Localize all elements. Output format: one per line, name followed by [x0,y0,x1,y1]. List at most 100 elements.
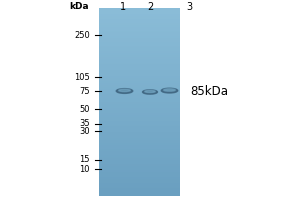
Ellipse shape [164,89,175,91]
Bar [99,110,180,111]
Bar [99,181,180,183]
Bar [99,81,180,83]
Bar [99,104,180,106]
Bar [99,173,180,175]
Ellipse shape [145,90,155,93]
Bar [99,38,180,40]
Bar [99,51,180,53]
Bar [99,19,180,21]
Ellipse shape [161,88,178,93]
Bar [99,87,180,89]
Bar [99,134,180,136]
Text: 30: 30 [80,127,90,136]
Bar [99,100,180,102]
Bar [99,42,180,44]
Text: 75: 75 [80,87,90,96]
Bar [99,123,180,125]
Bar [99,158,180,160]
Bar [99,46,180,47]
Bar [99,108,180,110]
Bar [99,149,180,151]
Bar [99,111,180,113]
Bar [99,113,180,115]
Text: 10: 10 [80,164,90,173]
Bar [99,166,180,168]
Bar [99,32,180,34]
Bar [99,31,180,32]
Bar [99,96,180,98]
Bar [99,140,180,141]
Bar [99,192,180,194]
Bar [99,34,180,36]
Bar [99,115,180,117]
Bar [99,117,180,119]
Bar [99,53,180,55]
Bar [99,93,180,94]
Bar [99,55,180,57]
Bar [99,83,180,85]
Bar [99,70,180,72]
Bar [99,25,180,27]
Bar [99,10,180,12]
Bar [99,179,180,181]
Bar [99,177,180,179]
Bar [99,128,180,130]
Text: 15: 15 [80,156,90,164]
Bar [99,66,180,68]
Ellipse shape [119,89,130,92]
Bar [99,136,180,138]
Bar [99,141,180,143]
Bar [99,72,180,74]
Bar [99,14,180,16]
Bar [99,91,180,93]
Bar [99,49,180,51]
Bar [99,17,180,19]
Text: 105: 105 [74,72,90,82]
Bar [99,21,180,23]
Bar [99,94,180,96]
Bar [99,160,180,162]
Bar [99,188,180,190]
Bar [99,40,180,42]
Bar [99,63,180,64]
Bar [99,175,180,177]
Bar [99,29,180,31]
Bar [99,143,180,145]
Bar [99,126,180,128]
Text: 250: 250 [74,30,90,40]
Bar [99,119,180,121]
Bar [99,79,180,81]
Bar [99,44,180,46]
Text: 1: 1 [120,2,126,12]
Bar [99,132,180,134]
Bar [99,185,180,187]
Bar [99,164,180,166]
Bar [99,74,180,76]
Text: 35: 35 [80,119,90,129]
Bar [99,125,180,126]
Bar [99,172,180,173]
Bar [99,85,180,87]
Bar [99,145,180,147]
Text: 2: 2 [147,2,153,12]
Bar [99,147,180,149]
Bar [99,16,180,17]
Bar [99,106,180,108]
Text: 50: 50 [80,105,90,114]
Text: kDa: kDa [70,2,89,11]
Bar [99,57,180,59]
Bar [99,157,180,158]
Bar [99,98,180,100]
Bar [99,89,180,91]
Bar [99,12,180,14]
Bar [99,68,180,70]
Bar [99,76,180,78]
Bar [99,151,180,153]
Bar [99,138,180,140]
Ellipse shape [116,89,133,93]
Bar [99,183,180,185]
Bar [99,155,180,157]
Bar [99,170,180,172]
Bar [99,102,180,104]
Bar [99,47,180,49]
